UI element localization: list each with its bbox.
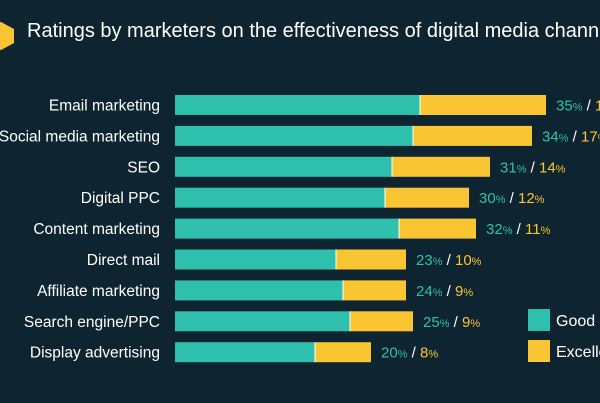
bar-good [175,218,399,239]
value-label: 23% / 10% [416,252,482,269]
brand-logo-icon [0,22,14,50]
category-label: Content marketing [33,221,160,238]
bar-good [175,187,385,208]
category-label: Display advertising [30,345,160,362]
legend-label-good: Good [556,313,595,330]
value-label: 34% / 17% [542,128,600,145]
value-label: 31% / 14% [500,159,566,176]
bar-good [175,249,336,270]
value-label: 35% / 18% [556,98,600,115]
bar-excellent [336,249,406,270]
bar-good [175,125,413,146]
bar-excellent [399,218,476,239]
category-label: Social media marketing [0,128,160,145]
value-label: 32% / 11% [486,221,551,238]
bar-good [175,280,343,301]
category-label: Digital PPC [81,190,160,207]
value-label: 25% / 9% [423,314,480,331]
category-label: Affiliate marketing [37,283,160,300]
bar-excellent [343,280,406,301]
bar-good [175,156,392,177]
value-label: 30% / 12% [479,190,545,207]
legend-label-excellent: Excellent [556,344,600,361]
category-label: Email marketing [49,98,160,115]
bar-excellent [350,311,413,332]
legend-swatch-excellent [528,340,550,362]
legend-swatch-good [528,309,550,331]
category-label: Direct mail [87,252,160,269]
bar-excellent [420,95,546,115]
value-label: 24% / 9% [416,283,473,300]
bar-good [175,311,350,332]
bar-good [175,342,315,363]
bar-excellent [413,125,532,146]
category-label: SEO [127,159,160,176]
bar-good [175,95,420,115]
chart-title: Ratings by marketers on the effectivenes… [27,20,600,42]
value-label: 20% / 8% [381,345,438,362]
bar-excellent [385,187,469,208]
bar-excellent [392,156,490,177]
bar-excellent [315,342,371,363]
category-label: Search engine/PPC [24,314,160,331]
